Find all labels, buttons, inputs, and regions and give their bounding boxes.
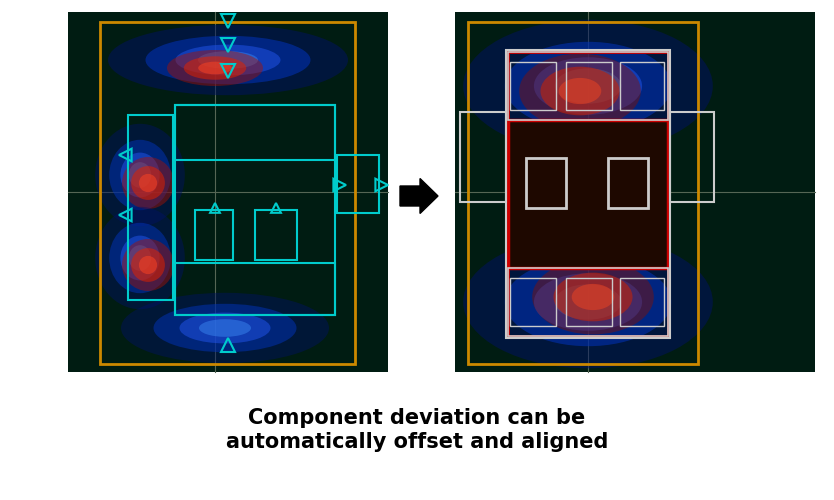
Bar (175, 263, 335, 315)
Ellipse shape (95, 207, 185, 309)
Bar (175, 105, 335, 160)
Ellipse shape (120, 152, 159, 198)
Ellipse shape (555, 68, 621, 104)
Bar (508, 52, 668, 120)
Ellipse shape (534, 58, 642, 114)
Bar (468, 22, 698, 364)
Bar (508, 268, 668, 336)
Bar (620, 62, 664, 110)
Ellipse shape (199, 319, 251, 337)
Ellipse shape (121, 293, 329, 363)
Bar (620, 278, 664, 326)
Bar (510, 278, 556, 326)
Bar (508, 268, 668, 336)
Ellipse shape (532, 260, 654, 334)
Ellipse shape (554, 272, 632, 322)
Ellipse shape (540, 66, 620, 116)
Bar (508, 52, 668, 120)
Bar (566, 62, 612, 110)
Ellipse shape (167, 50, 263, 86)
Bar (510, 62, 556, 110)
Ellipse shape (120, 236, 159, 281)
Bar (175, 105, 335, 315)
Ellipse shape (463, 20, 713, 152)
Ellipse shape (534, 274, 642, 330)
Bar (460, 112, 506, 202)
Bar (68, 12, 388, 372)
Ellipse shape (505, 258, 671, 346)
Bar (128, 115, 173, 300)
Ellipse shape (139, 256, 157, 274)
Ellipse shape (131, 248, 165, 282)
Bar (566, 278, 612, 326)
Ellipse shape (183, 56, 246, 80)
Bar (608, 158, 648, 208)
Ellipse shape (520, 54, 641, 128)
Ellipse shape (122, 239, 174, 291)
Ellipse shape (153, 304, 297, 352)
Ellipse shape (95, 124, 185, 226)
Bar (526, 158, 566, 208)
FancyArrow shape (400, 178, 438, 214)
Bar (100, 22, 355, 364)
Ellipse shape (122, 157, 174, 209)
Bar (506, 50, 670, 338)
Ellipse shape (572, 284, 615, 310)
Ellipse shape (463, 236, 713, 368)
Text: automatically offset and aligned: automatically offset and aligned (226, 432, 608, 452)
Bar (455, 12, 815, 372)
Ellipse shape (145, 36, 310, 84)
Ellipse shape (179, 312, 270, 344)
Bar (670, 112, 714, 202)
Text: Component deviation can be: Component deviation can be (249, 408, 585, 428)
Ellipse shape (109, 140, 171, 210)
Bar (195, 210, 233, 260)
Ellipse shape (198, 51, 258, 69)
Ellipse shape (559, 78, 601, 104)
Ellipse shape (128, 245, 151, 271)
Ellipse shape (139, 174, 157, 192)
Ellipse shape (131, 166, 165, 200)
Ellipse shape (109, 223, 171, 293)
Bar (337, 155, 379, 213)
Ellipse shape (128, 162, 151, 188)
Bar (255, 210, 297, 260)
Ellipse shape (505, 42, 671, 130)
Bar (508, 120, 668, 268)
Ellipse shape (555, 284, 621, 320)
Ellipse shape (175, 44, 280, 76)
Ellipse shape (108, 25, 348, 95)
Ellipse shape (198, 62, 232, 74)
